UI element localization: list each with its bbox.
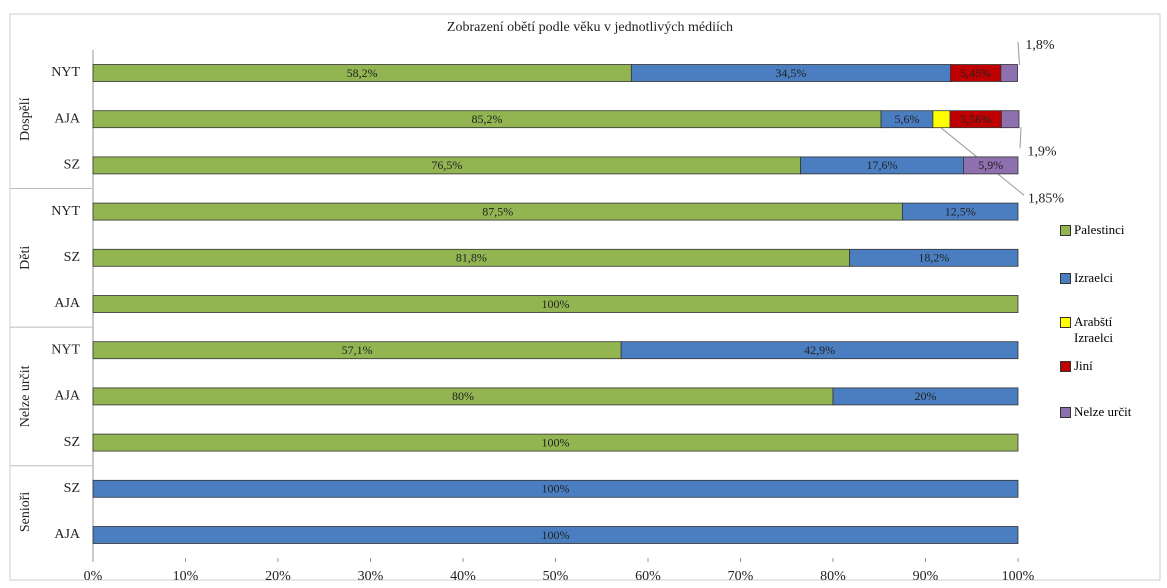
data-label: 57,1% [342, 343, 373, 357]
category-label: AJA [54, 389, 81, 404]
data-label: 12,5% [945, 204, 976, 218]
x-tick-label: 70% [728, 569, 754, 584]
data-label: 87,5% [482, 204, 513, 218]
leader-line [1019, 127, 1022, 149]
bar-segment [832, 387, 1019, 406]
bar-segment [901, 202, 1019, 221]
legend-item: Izraelci [1060, 270, 1160, 286]
category-label: SZ [64, 250, 80, 265]
category-label: NYT [51, 204, 80, 219]
data-label: 1,8% [1025, 38, 1055, 53]
data-label: 18,2% [918, 251, 949, 265]
category-label: AJA [54, 296, 81, 311]
bar-segment [932, 110, 951, 129]
data-label: 20% [915, 389, 937, 403]
legend-item: Arabští Izraelci [1060, 314, 1160, 346]
data-label: 58,2% [347, 66, 378, 80]
bar-segment [92, 295, 1019, 313]
data-label: 76,5% [431, 158, 462, 172]
x-tick-label: 40% [450, 569, 476, 584]
x-tick-label: 60% [635, 569, 661, 584]
data-label: 100% [542, 297, 570, 311]
data-label: 5,45% [960, 66, 991, 80]
data-label: 100% [542, 435, 570, 449]
bar-segment [963, 156, 1019, 175]
legend-swatch [1060, 273, 1071, 284]
legend-swatch [1060, 361, 1071, 372]
data-label: 42,9% [804, 343, 835, 357]
x-tick-label: 30% [358, 569, 384, 584]
category-label: NYT [51, 65, 80, 80]
data-label: 5,9% [978, 158, 1003, 172]
data-label: 80% [452, 389, 474, 403]
group-label: Nelze určit [18, 365, 33, 427]
category-label: NYT [51, 342, 80, 357]
bar-segment [92, 526, 1019, 544]
legend-label: Izraelci [1074, 270, 1113, 285]
data-label: 1,9% [1027, 144, 1057, 159]
bar-segment [1000, 64, 1018, 82]
x-tick-label: 100% [1002, 569, 1035, 584]
data-label: 34,5% [775, 66, 806, 80]
bar-segment [849, 248, 1019, 267]
leader-line [1017, 41, 1021, 66]
x-tick-label: 90% [913, 569, 939, 584]
category-label: SZ [64, 435, 80, 450]
data-label: 5,56% [960, 112, 991, 126]
legend-label: Arabští Izraelci [1074, 314, 1113, 345]
legend-swatch [1060, 225, 1071, 236]
legend-item: Nelze určit [1060, 404, 1160, 420]
category-label: AJA [54, 111, 81, 126]
category-label: SZ [64, 481, 80, 496]
legend-item: Jiní [1060, 358, 1160, 374]
category-label: AJA [54, 527, 81, 542]
data-label: 1,85% [1028, 191, 1065, 206]
data-label: 100% [542, 482, 570, 496]
x-tick-label: 0% [84, 569, 103, 584]
data-label: 85,2% [472, 112, 503, 126]
bar-segment [1001, 110, 1020, 129]
legend-swatch [1060, 407, 1071, 418]
data-label: 17,6% [867, 158, 898, 172]
bar-segment [92, 479, 1019, 498]
data-label: 100% [542, 528, 570, 542]
legend-label: Nelze určit [1074, 404, 1132, 419]
bar-segment [92, 433, 1019, 452]
legend-label: Palestinci [1074, 222, 1125, 237]
legend-label: Jiní [1074, 358, 1093, 373]
data-label: 81,8% [456, 251, 487, 265]
group-label: Senioři [18, 492, 33, 533]
bar-segment [620, 341, 1019, 360]
chart-title: Zobrazení obětí podle věku v jednotlivýc… [447, 20, 733, 35]
data-label: 5,6% [895, 112, 920, 126]
x-tick-label: 10% [173, 569, 199, 584]
x-tick-label: 20% [265, 569, 291, 584]
group-label: Děti [18, 246, 33, 270]
legend-swatch [1060, 317, 1071, 328]
x-tick-label: 50% [543, 569, 569, 584]
legend-item: Palestinci [1060, 222, 1160, 238]
frame [9, 13, 1161, 581]
x-tick-label: 80% [820, 569, 846, 584]
group-label: Dospělí [18, 97, 33, 141]
category-label: SZ [64, 158, 80, 173]
